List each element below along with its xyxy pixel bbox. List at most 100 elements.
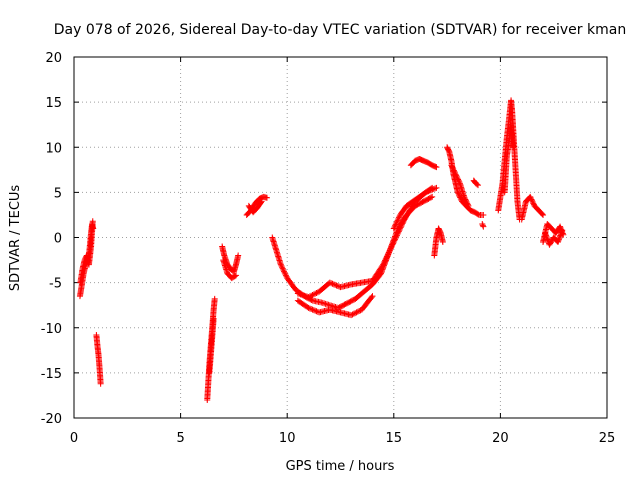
data-point — [457, 195, 464, 202]
data-point — [387, 246, 394, 253]
data-point — [313, 308, 320, 315]
data-point — [233, 272, 240, 279]
data-point — [464, 200, 471, 207]
data-point — [263, 194, 270, 201]
data-point — [382, 257, 389, 264]
y-tick-label: 20 — [45, 51, 62, 66]
data-point — [328, 280, 335, 287]
data-point — [395, 214, 402, 221]
data-point — [439, 239, 446, 246]
data-point — [356, 308, 363, 315]
data-point — [281, 268, 288, 275]
data-point — [353, 309, 360, 316]
data-point — [385, 249, 392, 256]
data-point — [89, 218, 96, 225]
data-point — [308, 306, 315, 313]
data-point — [383, 253, 390, 260]
data-point — [397, 225, 404, 232]
plot-frame — [73, 56, 608, 419]
data-point — [400, 217, 407, 224]
data-point — [369, 293, 376, 300]
data-point — [97, 380, 104, 387]
data-point — [305, 294, 312, 301]
data-point — [393, 233, 400, 240]
data-point — [475, 182, 482, 189]
data-point — [235, 252, 242, 259]
data-point — [455, 190, 462, 197]
y-tick-label: 0 — [54, 232, 62, 247]
data-point — [400, 219, 407, 226]
data-point — [310, 291, 317, 298]
data-point — [279, 264, 286, 271]
data-point — [350, 310, 357, 317]
data-point — [399, 220, 406, 227]
data-point — [309, 306, 316, 313]
chart-title: Day 078 of 2026, Sidereal Day-to-day VTE… — [54, 22, 626, 38]
data-point — [527, 193, 534, 200]
x-tick-label: 15 — [386, 431, 403, 446]
data-point — [449, 164, 456, 171]
data-point — [463, 199, 470, 206]
data-point — [396, 227, 403, 234]
data-point — [368, 294, 375, 301]
data-point — [452, 171, 459, 178]
data-point — [529, 197, 536, 204]
data-point — [392, 221, 399, 228]
data-point — [305, 304, 312, 311]
data-point — [388, 242, 395, 249]
data-point — [283, 273, 290, 280]
data-point — [530, 200, 537, 207]
data-point — [211, 295, 218, 302]
data-point — [312, 307, 319, 314]
data-point — [392, 235, 399, 242]
data-point — [257, 199, 264, 206]
data-point — [454, 189, 461, 196]
data-point — [386, 248, 393, 255]
data-point — [385, 250, 392, 257]
data-point — [349, 311, 356, 318]
data-point — [539, 211, 546, 218]
data-point — [461, 195, 468, 202]
y-tick-label: 15 — [45, 96, 62, 111]
data-point — [450, 166, 457, 173]
axis-ticks — [73, 56, 608, 419]
data-point — [527, 195, 534, 202]
data-point — [306, 293, 313, 300]
data-point — [395, 228, 402, 235]
data-point — [330, 281, 337, 288]
data-point — [428, 185, 435, 192]
data-point — [395, 215, 402, 222]
data-point — [393, 218, 400, 225]
data-point — [427, 194, 434, 201]
data-point — [278, 262, 285, 269]
data-point — [455, 176, 462, 183]
data-point — [392, 236, 399, 243]
data-point — [282, 271, 289, 278]
grid-lines — [74, 57, 607, 418]
x-tick-label: 0 — [70, 431, 78, 446]
data-point — [306, 305, 313, 312]
y-tick-label: -10 — [41, 322, 62, 337]
data-point — [384, 252, 391, 259]
data-point — [456, 179, 463, 186]
data-point — [332, 281, 339, 288]
data-point — [380, 261, 387, 268]
data-point — [310, 307, 317, 314]
data-point — [395, 229, 402, 236]
x-tick-label: 5 — [176, 431, 184, 446]
data-point — [392, 222, 399, 229]
data-point — [479, 220, 486, 227]
data-point — [279, 265, 286, 272]
data-point — [348, 312, 355, 319]
y-axis-label: SDTVAR / TECUs — [8, 185, 23, 292]
data-point — [448, 163, 455, 170]
data-point — [231, 273, 238, 280]
data-point — [308, 292, 315, 299]
data-point — [391, 224, 398, 231]
data-point — [457, 194, 464, 201]
data-point — [304, 304, 311, 311]
data-point — [398, 223, 405, 230]
data-point — [390, 240, 397, 247]
data-point — [391, 237, 398, 244]
